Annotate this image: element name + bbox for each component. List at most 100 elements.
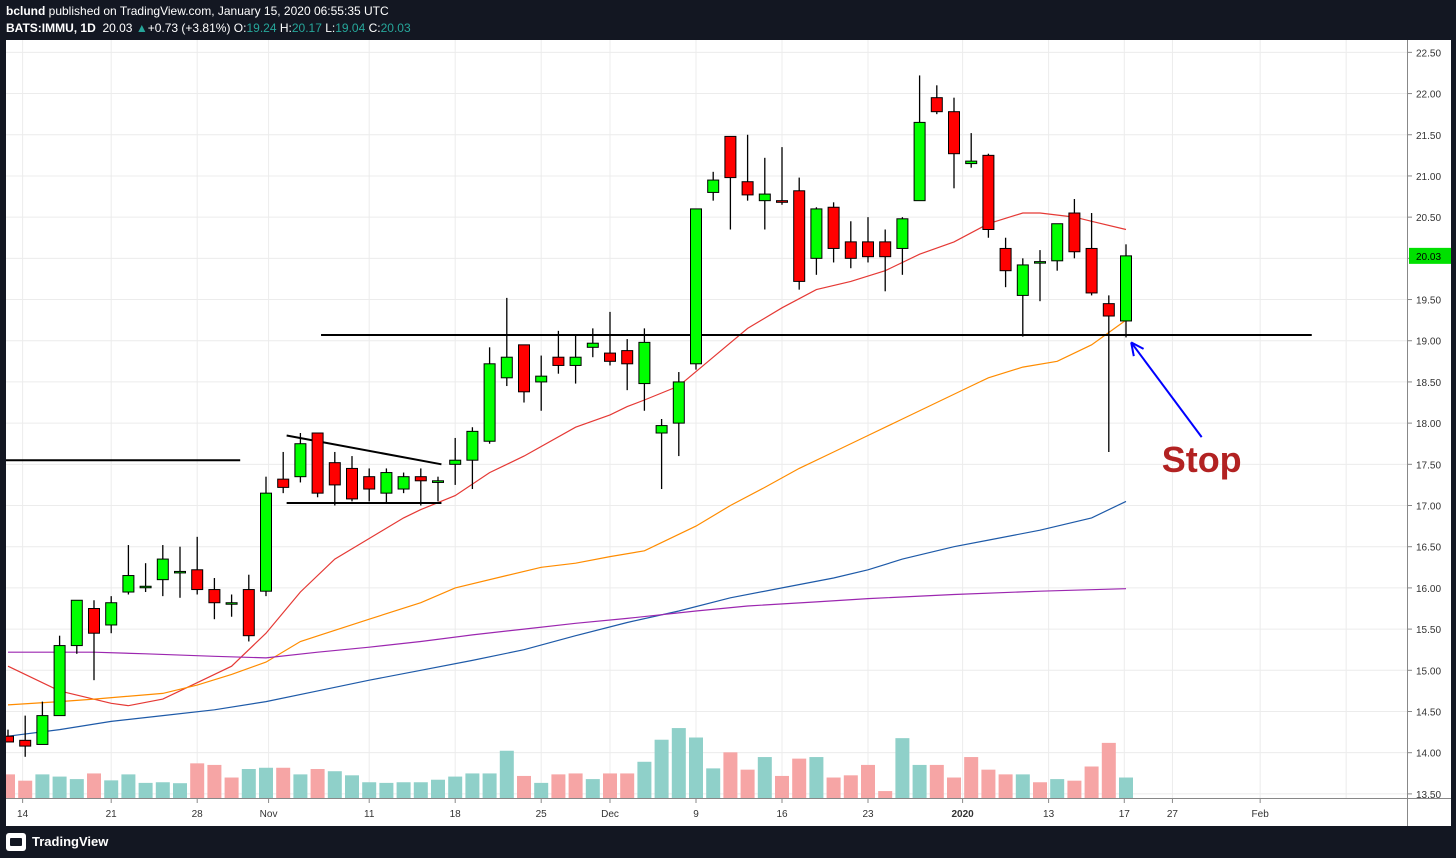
candle-body [483,363,496,442]
open-value: 19.24 [246,21,277,35]
publish-info: bclund published on TradingView.com, Jan… [6,4,389,18]
author-name[interactable]: bclund [6,4,46,18]
footer-bar: TradingView [0,826,1456,858]
price-chart[interactable]: Stop [0,40,1407,798]
y-tick-label: 16.00 [1416,584,1441,595]
candle-body [1016,264,1029,296]
x-tick-label: 17 [1119,809,1131,820]
candle-body [827,206,840,249]
volume-bar [276,767,291,798]
volume-bar [69,779,84,798]
price-pane[interactable]: Stop [0,40,1407,798]
candle-body [414,476,427,482]
volume-bar [259,767,273,798]
volume-bar [241,769,256,798]
candle-body [638,341,651,385]
candle-body [397,476,410,490]
volume-bar [603,773,617,798]
volume-bar [224,777,239,798]
volume-bar [723,752,738,798]
moving-average-line [7,500,1127,737]
publish-date: published on TradingView.com, January 15… [45,4,389,18]
y-tick-label: 17.50 [1416,460,1441,471]
volume-bar [310,769,325,798]
volume-bar [87,773,101,798]
candle-body [758,193,771,202]
candle-body [242,589,255,637]
candle-body [776,200,788,203]
volume-bar [981,769,996,798]
candle-body [311,432,324,494]
publish-header: bclund published on TradingView.com, Jan… [0,0,1456,40]
volume-bar [207,764,222,798]
candle-body [294,443,307,478]
volume-bar [671,728,686,798]
candle-body [53,645,66,717]
candle-body [174,570,186,574]
volume-bar [568,773,583,798]
arrow-head [1130,342,1135,357]
volume-bar [18,780,33,798]
volume-bar [1,774,15,798]
volume-bar [413,782,428,798]
x-tick-label: Dec [601,809,619,820]
candle-body [500,356,513,379]
volume-bar [173,783,187,798]
candle-body [896,218,909,249]
volume-bar [757,757,772,798]
candle-body [930,97,943,113]
candle-body [793,190,806,282]
x-tick-label: 25 [536,809,548,820]
volume-bar [499,750,514,798]
y-tick-label: 19.00 [1416,337,1441,348]
volume-bar [912,764,927,798]
candle-body [156,558,169,581]
candle-body [948,111,960,155]
candle-body [518,344,530,393]
volume-bar [947,777,961,798]
x-tick-label: 2020 [951,809,974,820]
y-tick-label: 18.50 [1416,378,1441,389]
price-axis[interactable]: 13.50 14.00 14.50 15.00 15.50 16.00 16.50 17.00… [1407,40,1451,801]
volume-bar [482,773,497,798]
annotation-stop-label: Stop [1162,439,1242,480]
volume-bar [826,777,841,798]
close-value: 20.03 [380,21,411,35]
candle-body [690,208,702,365]
candle-body [1068,212,1081,253]
moving-average-line [7,319,1127,706]
y-tick-label: 22.00 [1416,90,1441,101]
volume-bar [138,782,153,798]
candle-body [724,135,737,179]
candle-body [1085,247,1098,294]
volume-bar [792,758,807,798]
candle-body [535,375,548,383]
volume-bar [1050,779,1065,798]
candle-body [2,735,14,743]
symbol-label[interactable]: BATS:IMMU, 1D [6,21,96,35]
candle-body [432,480,444,483]
candle-body [346,467,358,500]
last-price-marker [1409,247,1451,264]
x-tick-label: 14 [17,809,29,820]
candle-body [810,208,823,259]
x-tick-label: 27 [1167,809,1179,820]
volume-bar [775,775,789,798]
volume-bar [362,782,377,798]
volume-bar [104,780,119,798]
arrow-head [1130,341,1145,350]
candle-body [672,381,685,424]
candle-body [191,569,204,591]
candle-body [569,356,582,366]
y-tick-label: 22.50 [1416,48,1441,59]
tradingview-logo-icon[interactable] [6,833,26,851]
axis-corner [1407,798,1451,827]
candle-body [982,154,995,230]
volume-bar [843,775,858,798]
candle-body [586,342,599,348]
time-axis[interactable]: 14 21 28 Nov 11 18 25 Dec 9 16 23 2020 13 17 27 Feb [6,798,1407,827]
moving-average-line [8,588,1127,659]
volume-bar [809,757,824,798]
candle-body [105,602,118,626]
